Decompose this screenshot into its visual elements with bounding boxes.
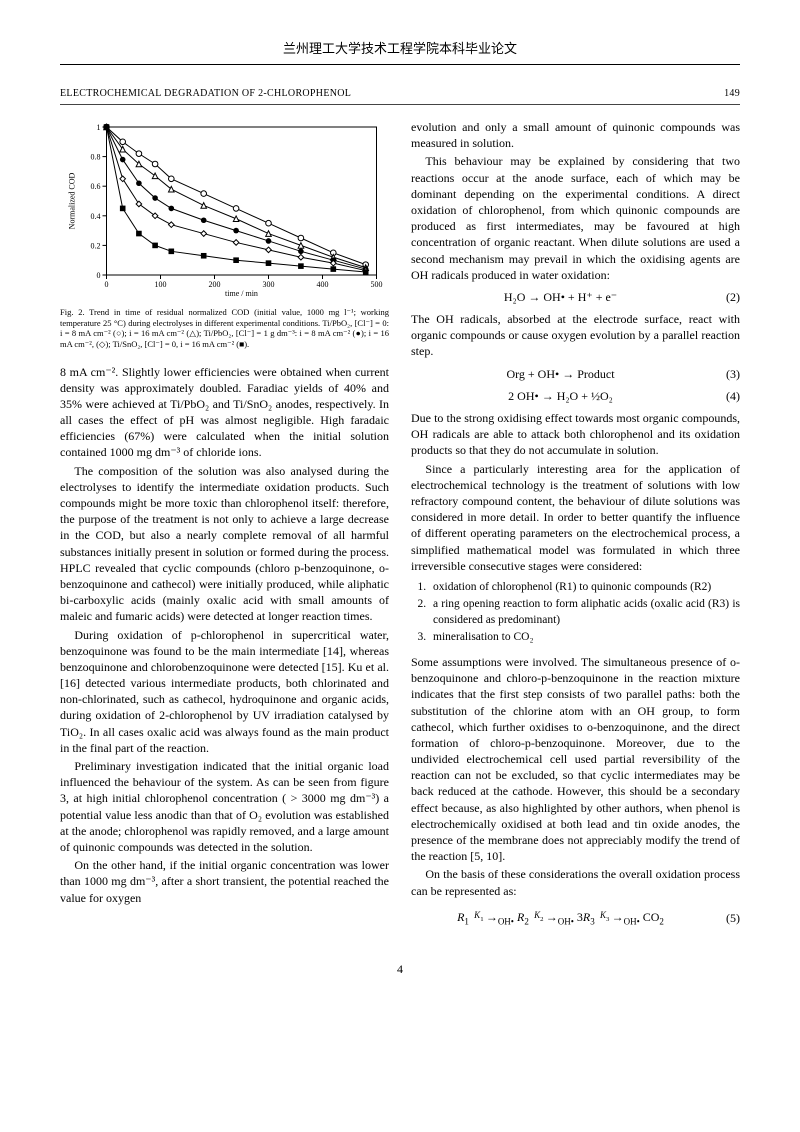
equation-number: (3) <box>710 366 740 382</box>
body-text: Since a particularly interesting area fo… <box>411 461 740 574</box>
stage-item: mineralisation to CO₂ <box>429 630 740 646</box>
thesis-header: 兰州理工大学技术工程学院本科毕业论文 <box>60 40 740 65</box>
svg-text:300: 300 <box>263 280 275 289</box>
svg-text:0.4: 0.4 <box>91 212 101 221</box>
body-text: During oxidation of p-chlorophenol in su… <box>60 627 389 757</box>
stage-list: oxidation of chlorophenol (R1) to quinon… <box>429 580 740 646</box>
body-text: This behaviour may be explained by consi… <box>411 153 740 283</box>
body-text: 8 mA cm⁻². Slightly lower efficiencies w… <box>60 364 389 461</box>
body-text: On the other hand, if the initial organi… <box>60 857 389 906</box>
svg-text:0.2: 0.2 <box>91 241 101 250</box>
svg-text:500: 500 <box>371 280 383 289</box>
svg-text:100: 100 <box>155 280 167 289</box>
body-text: The composition of the solution was also… <box>60 463 389 625</box>
svg-text:200: 200 <box>209 280 221 289</box>
body-text: Preliminary investigation indicated that… <box>60 758 389 855</box>
equation: H₂O → OH• + H⁺ + e⁻ (2) <box>411 289 740 305</box>
equation-number: (2) <box>710 289 740 305</box>
equation-number: (4) <box>710 388 740 404</box>
equation-body: 2 OH• → H₂O + ½O₂ <box>411 388 710 404</box>
cod-chart: 0 100 200 300 400 500 0 0.2 0.4 0.6 0.8 1 time / min… <box>60 119 389 299</box>
svg-text:0: 0 <box>97 271 101 280</box>
svg-text:Normalized COD: Normalized COD <box>68 173 77 230</box>
right-column: evolution and only a small amount of qui… <box>411 119 740 933</box>
equation-body: Org + OH• → Product <box>411 366 710 382</box>
paper-title: ELECTROCHEMICAL DEGRADATION OF 2-CHLOROP… <box>60 87 351 101</box>
figure-caption: Fig. 2. Trend in time of residual normal… <box>60 307 389 350</box>
svg-text:0.8: 0.8 <box>91 153 101 162</box>
left-column: 0 100 200 300 400 500 0 0.2 0.4 0.6 0.8 1 time / min… <box>60 119 389 933</box>
equation-body: R1 K1 →OH• R2 K2 →OH• 3R3 K3 →OH• CO2 <box>411 909 710 928</box>
equation: 2 OH• → H₂O + ½O₂ (4) <box>411 388 740 404</box>
svg-text:0: 0 <box>105 280 109 289</box>
svg-text:1: 1 <box>97 123 101 132</box>
equation: R1 K1 →OH• R2 K2 →OH• 3R3 K3 →OH• CO2 (5… <box>411 909 740 928</box>
body-text: evolution and only a small amount of qui… <box>411 119 740 151</box>
paper-page: 149 <box>724 87 740 101</box>
svg-text:time / min: time / min <box>225 289 258 298</box>
body-text: On the basis of these considerations the… <box>411 866 740 898</box>
stage-item: oxidation of chlorophenol (R1) to quinon… <box>429 580 740 596</box>
equation-body: H₂O → OH• + H⁺ + e⁻ <box>411 289 710 305</box>
equation-number: (5) <box>710 910 740 926</box>
body-text: Due to the strong oxidising effect towar… <box>411 410 740 459</box>
svg-text:0.6: 0.6 <box>91 182 101 191</box>
stage-item: a ring opening reaction to form aliphati… <box>429 597 740 628</box>
svg-text:400: 400 <box>317 280 329 289</box>
page-number: 4 <box>60 961 740 977</box>
body-text: The OH radicals, absorbed at the electro… <box>411 311 740 360</box>
paper-running-header: ELECTROCHEMICAL DEGRADATION OF 2-CHLOROP… <box>60 87 740 106</box>
body-text: Some assumptions were involved. The simu… <box>411 654 740 864</box>
equation: Org + OH• → Product (3) <box>411 366 740 382</box>
